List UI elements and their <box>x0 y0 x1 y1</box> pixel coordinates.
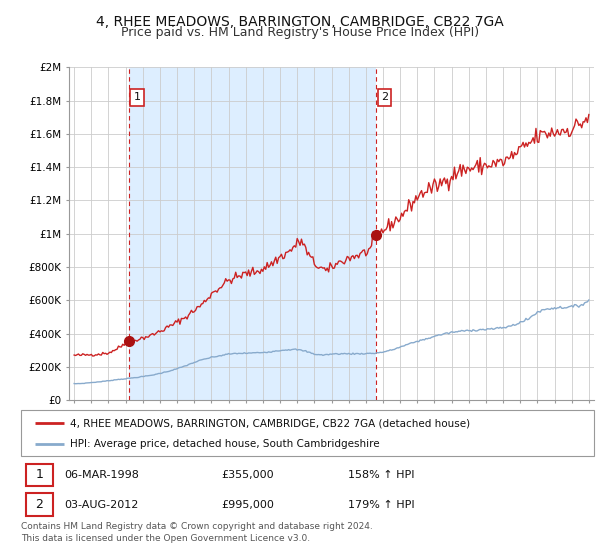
FancyBboxPatch shape <box>26 493 53 516</box>
Text: 06-MAR-1998: 06-MAR-1998 <box>64 470 139 480</box>
Text: £995,000: £995,000 <box>221 500 274 510</box>
Text: 2: 2 <box>35 498 43 511</box>
FancyBboxPatch shape <box>26 464 53 486</box>
Text: 4, RHEE MEADOWS, BARRINGTON, CAMBRIDGE, CB22 7GA: 4, RHEE MEADOWS, BARRINGTON, CAMBRIDGE, … <box>96 15 504 29</box>
Text: Price paid vs. HM Land Registry's House Price Index (HPI): Price paid vs. HM Land Registry's House … <box>121 26 479 39</box>
Text: Contains HM Land Registry data © Crown copyright and database right 2024.
This d: Contains HM Land Registry data © Crown c… <box>21 522 373 543</box>
Text: 158% ↑ HPI: 158% ↑ HPI <box>347 470 414 480</box>
Bar <box>128 67 376 400</box>
Text: 1: 1 <box>134 92 140 102</box>
Text: 179% ↑ HPI: 179% ↑ HPI <box>347 500 414 510</box>
FancyBboxPatch shape <box>21 410 594 456</box>
Text: 2: 2 <box>381 92 388 102</box>
Text: £355,000: £355,000 <box>221 470 274 480</box>
Text: 03-AUG-2012: 03-AUG-2012 <box>64 500 139 510</box>
Text: HPI: Average price, detached house, South Cambridgeshire: HPI: Average price, detached house, Sout… <box>70 440 379 450</box>
Text: 4, RHEE MEADOWS, BARRINGTON, CAMBRIDGE, CB22 7GA (detached house): 4, RHEE MEADOWS, BARRINGTON, CAMBRIDGE, … <box>70 418 470 428</box>
Text: 1: 1 <box>35 468 43 482</box>
